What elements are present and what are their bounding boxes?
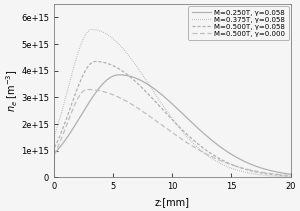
Line: M=0.250T, γ=0.058: M=0.250T, γ=0.058 xyxy=(54,75,291,177)
M=0.375T, γ=0.058 xyxy=(52,176,56,179)
M=0.500T, γ=0.000 xyxy=(85,88,89,91)
M=0.375T, γ=0.058 xyxy=(167,112,170,114)
M=0.500T, γ=0.058 xyxy=(284,174,287,177)
M=0.500T, γ=0.000 xyxy=(167,128,170,131)
Legend: M=0.250T, γ=0.058, M=0.375T, γ=0.058, M=0.500T, γ=0.058, M=0.500T, γ=0.000: M=0.250T, γ=0.058, M=0.375T, γ=0.058, M=… xyxy=(188,6,289,40)
M=0.250T, γ=0.058 xyxy=(247,162,250,164)
M=0.250T, γ=0.058 xyxy=(52,176,56,179)
Line: M=0.500T, γ=0.058: M=0.500T, γ=0.058 xyxy=(54,61,291,177)
M=0.375T, γ=0.058 xyxy=(284,176,287,178)
M=0.375T, γ=0.058 xyxy=(90,28,94,31)
M=0.500T, γ=0.058 xyxy=(167,114,170,117)
M=0.500T, γ=0.000 xyxy=(52,176,56,179)
M=0.500T, γ=0.000 xyxy=(284,174,287,176)
M=0.375T, γ=0.058 xyxy=(247,172,250,174)
M=0.250T, γ=0.058 xyxy=(194,124,197,127)
M=0.375T, γ=0.058 xyxy=(194,144,197,147)
M=0.500T, γ=0.000 xyxy=(165,127,169,130)
M=0.250T, γ=0.058 xyxy=(181,112,184,115)
M=0.500T, γ=0.058 xyxy=(52,176,56,179)
M=0.250T, γ=0.058 xyxy=(167,99,170,101)
M=0.250T, γ=0.058 xyxy=(117,74,121,76)
M=0.500T, γ=0.000 xyxy=(181,138,184,141)
M=0.500T, γ=0.058 xyxy=(194,141,197,143)
M=0.375T, γ=0.058 xyxy=(289,176,292,178)
Line: M=0.375T, γ=0.058: M=0.375T, γ=0.058 xyxy=(54,30,291,177)
M=0.500T, γ=0.058 xyxy=(247,169,250,171)
M=0.500T, γ=0.000 xyxy=(247,168,250,171)
M=0.500T, γ=0.058 xyxy=(289,175,292,177)
Line: M=0.500T, γ=0.000: M=0.500T, γ=0.000 xyxy=(54,89,291,177)
M=0.500T, γ=0.058 xyxy=(94,60,98,63)
M=0.500T, γ=0.000 xyxy=(289,174,292,177)
M=0.500T, γ=0.058 xyxy=(165,113,169,115)
M=0.375T, γ=0.058 xyxy=(181,130,184,133)
M=0.250T, γ=0.058 xyxy=(289,173,292,176)
M=0.250T, γ=0.058 xyxy=(284,172,287,175)
Y-axis label: $n_e$ [m$^{-3}$]: $n_e$ [m$^{-3}$] xyxy=(4,69,20,112)
M=0.250T, γ=0.058 xyxy=(165,98,169,100)
X-axis label: z:[mm]: z:[mm] xyxy=(155,197,190,207)
M=0.375T, γ=0.058 xyxy=(165,110,169,112)
M=0.500T, γ=0.058 xyxy=(181,129,184,131)
M=0.500T, γ=0.000 xyxy=(194,146,197,149)
